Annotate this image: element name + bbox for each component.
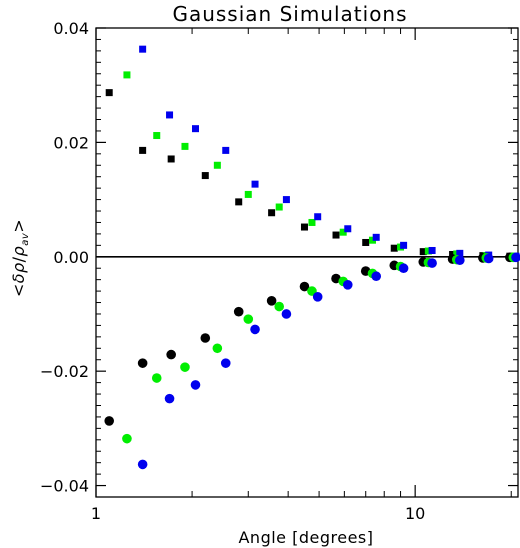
x-tick-label: 1 (91, 504, 101, 523)
data-point-square (244, 190, 252, 198)
data-point-circle (266, 296, 277, 306)
data-point-circle (281, 309, 292, 319)
data-point-square (456, 249, 464, 257)
data-point-square (419, 248, 427, 256)
data-point-square (344, 225, 352, 233)
data-point-circle (104, 416, 115, 426)
data-point-circle (166, 349, 176, 360)
data-point-circle (483, 253, 494, 264)
data-point-square (362, 238, 370, 246)
x-tick-label: 10 (405, 504, 425, 523)
data-point-square (251, 180, 259, 188)
data-point-circle (455, 255, 465, 266)
data-point-circle (180, 362, 190, 372)
data-point-square (235, 198, 243, 206)
data-point-square (222, 146, 230, 154)
data-point-circle (371, 271, 382, 282)
data-point-circle (342, 280, 353, 290)
data-point-circle (212, 343, 223, 354)
data-point-circle (243, 314, 254, 324)
data-point-square (368, 236, 376, 244)
plot-frame (95, 27, 519, 498)
data-point-square (400, 241, 408, 249)
axis-ticks: 0.04 0.02 0.00 −0.02 −0.041 10 (40, 19, 518, 523)
chart-title: Gaussian Simulations (172, 2, 407, 26)
data-point-circle (164, 393, 175, 404)
data-point-square (139, 146, 147, 154)
data-point-square (424, 247, 432, 255)
data-point-square (275, 203, 283, 211)
data-point-circle (200, 333, 211, 343)
data-point-square (282, 196, 290, 204)
data-point-square (428, 246, 436, 254)
data-point-circle (137, 358, 148, 368)
data-point-circle (312, 292, 323, 302)
data-point-square (308, 218, 316, 226)
data-point-square (332, 231, 340, 239)
data-point-square (139, 45, 147, 53)
data-point-circle (398, 263, 409, 274)
data-point-square (153, 132, 161, 140)
y-axis-label: <δρ/ρav> (9, 219, 31, 297)
data-point-circle (299, 281, 310, 292)
data-point-circle (250, 324, 260, 335)
data-point-circle (220, 358, 231, 368)
data-point-square (300, 223, 308, 231)
data-point-square (314, 213, 322, 221)
data-point-square (372, 233, 380, 241)
data-point-circle (151, 373, 162, 383)
data-point-square (213, 161, 221, 169)
y-tick-label: 0.02 (53, 133, 89, 152)
data-point-square (268, 209, 276, 217)
x-axis-label: Angle [degrees] (238, 528, 373, 547)
data-point-square (166, 111, 174, 119)
data-point-square (105, 89, 113, 97)
data-points (104, 45, 520, 470)
data-point-square (191, 125, 199, 133)
data-point-circle (233, 306, 244, 317)
data-point-square (339, 228, 347, 236)
data-point-circle (137, 459, 148, 470)
y-tick-label: −0.04 (40, 477, 89, 496)
data-point-circle (511, 252, 520, 263)
y-tick-label: 0.04 (53, 19, 89, 38)
data-point-square (181, 142, 189, 150)
data-point-circle (427, 258, 437, 268)
y-tick-label: −0.02 (40, 362, 89, 381)
data-point-circle (122, 433, 132, 444)
data-point-square (390, 244, 398, 252)
data-point-circle (190, 380, 201, 390)
data-point-circle (274, 301, 285, 312)
data-point-square (167, 155, 175, 163)
data-point-square (201, 172, 209, 180)
data-point-square (123, 71, 131, 79)
y-tick-label: 0.00 (53, 248, 89, 267)
